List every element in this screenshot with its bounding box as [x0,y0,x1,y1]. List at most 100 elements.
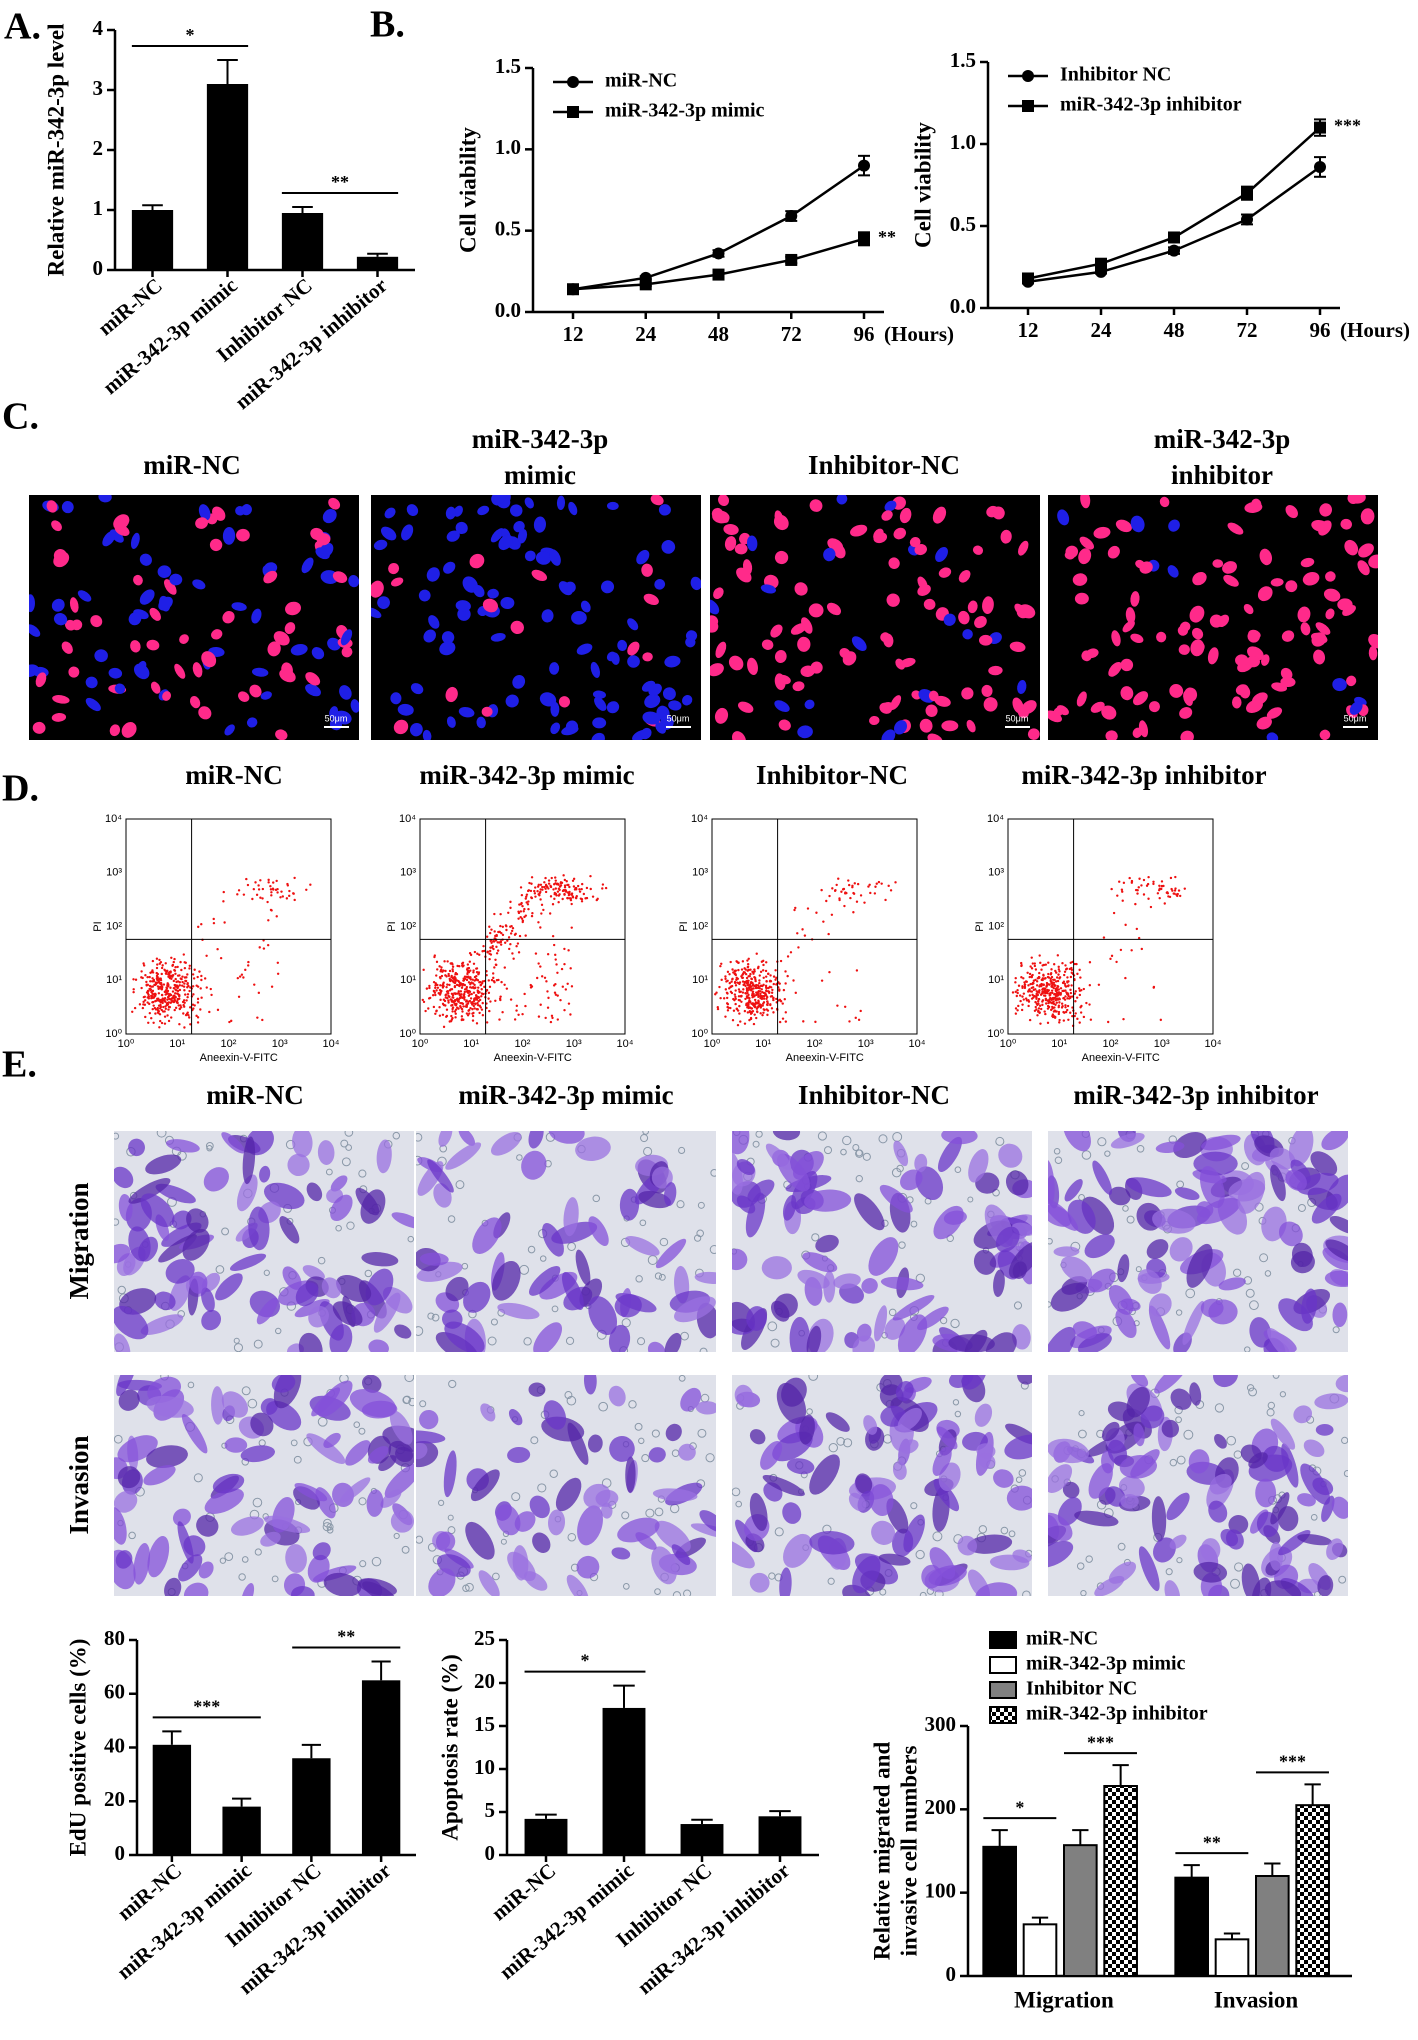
marker [640,278,652,290]
y-tick-label: 1.5 [495,54,521,78]
y-tick-label: 25 [474,1626,495,1650]
y-tick-label: 10¹ [988,974,1004,986]
y-tick-label: 10⁴ [399,813,416,825]
x-tick-label: miR-NC [487,1858,561,1925]
dot-plot [131,877,311,1029]
x-tick-label: 96 [1310,318,1331,342]
x-axis-label: (Hours) [1340,318,1410,342]
image-title: Inhibitor-NC [808,450,960,480]
image-title: miR-342-3p inhibitor [1073,1080,1318,1110]
marker [785,210,797,222]
fluorescence-image: 50μm [364,489,703,749]
bar [681,1824,724,1855]
y-tick-label: 15 [474,1712,495,1736]
bar [357,257,398,270]
y-tick-label: 0 [485,1841,496,1865]
y-tick-label: 10⁴ [105,813,122,825]
x-tick-label: 96 [854,322,875,346]
y-tick-label: 10³ [106,867,122,879]
x-axis-label: Aneexin-V-FITC [494,1052,572,1064]
dot-plot [422,874,608,1028]
scale-bar-label: 50μm [325,713,348,723]
y-tick-label: 10⁴ [987,813,1004,825]
x-tick-label: 12 [563,322,584,346]
y-tick-label: 10⁴ [691,813,708,825]
x-tick-label: 24 [1091,318,1113,342]
image-title: miR-NC [143,450,240,480]
panel-label: E. [2,1044,37,1086]
y-tick-label: 1.0 [950,130,976,154]
x-axis-label: Aneexin-V-FITC [1082,1052,1160,1064]
y-tick-label: 10¹ [692,974,708,986]
legend-marker [567,76,579,88]
bar [1256,1876,1289,1976]
marker [713,247,725,259]
marker [858,160,870,172]
y-axis-label: Cell viability [910,122,935,248]
x-tick-label: 10³ [858,1038,874,1050]
scale-bar-label: 50μm [1344,713,1367,723]
y-tick-label: 10⁰ [987,1028,1004,1040]
y-axis-label: EdU positive cells (%) [65,1639,90,1857]
bar [759,1816,802,1855]
x-tick-label: 10¹ [1051,1038,1067,1050]
plot-frame [712,819,917,1034]
significance-label: *** [1279,1751,1306,1771]
image-title: inhibitor [1171,460,1273,490]
y-tick-label: 10 [474,1755,495,1779]
panel-label: C. [2,396,39,438]
bar [1296,1805,1329,1976]
y-tick-label: 2 [93,136,104,160]
marker [567,283,579,295]
marker [1022,272,1034,284]
y-axis-label: PI [92,921,104,931]
y-axis-label: PI [386,921,398,931]
legend-marker [1022,70,1034,82]
x-tick-label: miR-NC [93,273,167,340]
x-tick-label: 72 [1237,318,1258,342]
transwell-image [1036,1110,1369,1374]
bar [222,1807,260,1855]
y-tick-label: 10³ [400,867,416,879]
x-tick-label: 48 [708,322,729,346]
bar [1216,1939,1249,1976]
y-axis-label: PI [974,921,986,931]
legend-swatch [990,1682,1016,1698]
marker [858,233,870,245]
x-tick-label: 10⁴ [909,1038,926,1050]
legend-label: miR-NC [605,70,677,92]
legend-label: miR-342-3p mimic [605,100,765,122]
plot-title: miR-342-3p mimic [419,760,634,790]
y-tick-label: 10⁰ [105,1028,122,1040]
y-tick-label: 4 [93,16,104,40]
y-tick-label: 1.5 [950,48,976,72]
bar [525,1819,568,1855]
x-tick-label: 10³ [566,1038,582,1050]
significance-label: *** [1087,1732,1114,1752]
y-tick-label: 10³ [692,867,708,879]
y-tick-label: 3 [93,76,104,100]
y-tick-label: 10² [106,920,122,932]
significance-label: ** [331,172,349,192]
y-tick-label: 300 [925,1712,957,1736]
legend-label: Inhibitor NC [1026,1678,1137,1700]
transwell-image [101,1355,432,1611]
transwell-image [102,1121,427,1366]
x-tick-label: 10³ [1154,1038,1170,1050]
y-tick-label: 10¹ [400,974,416,986]
y-tick-label: 0 [93,256,104,280]
legend-label: miR-NC [1026,1628,1098,1650]
fluorescence-image: 50μm [1044,490,1387,746]
x-tick-label: 10¹ [463,1038,479,1050]
y-tick-label: 0 [115,1841,126,1865]
y-tick-label: 0 [946,1962,957,1986]
bar [1104,1786,1137,1976]
y-tick-label: 40 [104,1733,125,1757]
bar [1064,1845,1097,1976]
x-tick-label: 10² [221,1038,237,1050]
transwell-image [1027,1358,1360,1614]
marker [713,269,725,281]
y-axis-label: Apoptosis rate (%) [437,1654,462,1841]
dot-plot [1012,876,1186,1027]
